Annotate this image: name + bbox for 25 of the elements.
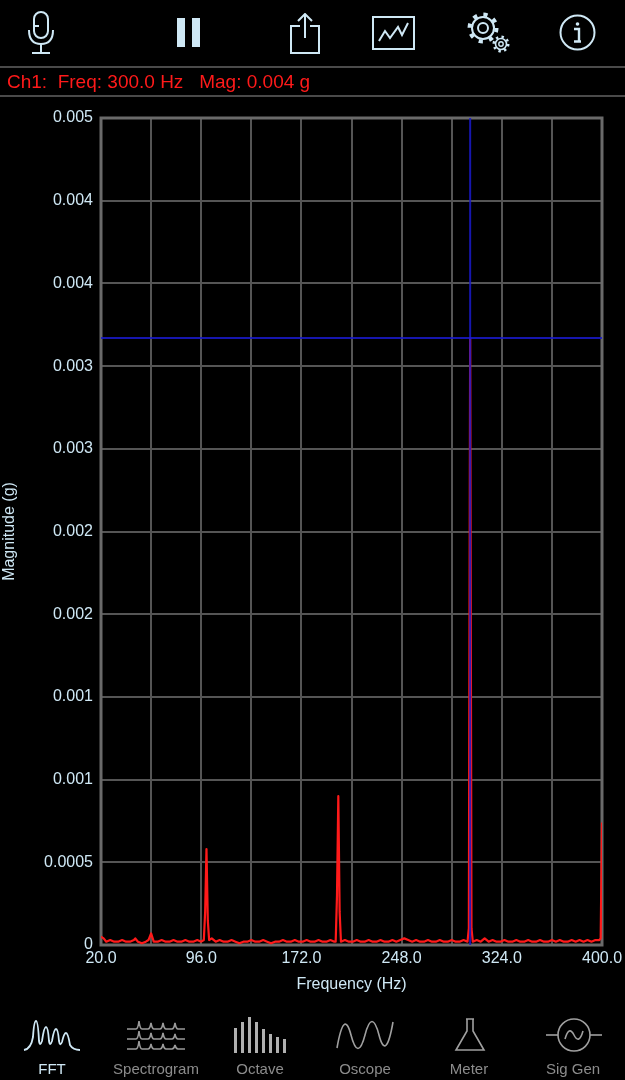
text: Octave (236, 1060, 284, 1078)
y-tick-label: 0.004 (52, 191, 94, 209)
text: Meter (449, 1060, 489, 1078)
y-axis-title: Magnitude (g) (0, 482, 18, 581)
y-tick-label: 0.002 (52, 604, 94, 622)
text: Spectrogram (113, 1060, 199, 1078)
y-tick-label: 0.001 (52, 770, 94, 788)
x-tick-label: 400.0 (581, 949, 623, 967)
chart-title: Ch1: Freq: 300.0 Hz Mag: 0.004 g (7, 71, 311, 93)
y-tick-label: 0.001 (52, 687, 94, 705)
text: Oscope (339, 1060, 391, 1078)
text: FFT (38, 1060, 66, 1078)
y-tick-label: 0.003 (52, 356, 94, 374)
x-tick-label: 96.0 (185, 949, 217, 967)
y-tick-label: 0.002 (52, 521, 94, 539)
x-axis-title: Frequency (Hz) (296, 974, 407, 992)
y-tick-label: 0.004 (52, 273, 94, 291)
y-tick-label: 0.003 (52, 439, 94, 457)
text: Sig Gen (545, 1060, 601, 1078)
x-tick-label: 20.0 (85, 949, 117, 967)
y-tick-label: 0.005 (52, 108, 94, 126)
x-tick-label: 172.0 (281, 949, 322, 967)
x-tick-label: 324.0 (481, 949, 522, 967)
y-tick-label: 0.0005 (44, 852, 94, 870)
x-tick-label: 248.0 (381, 949, 422, 967)
